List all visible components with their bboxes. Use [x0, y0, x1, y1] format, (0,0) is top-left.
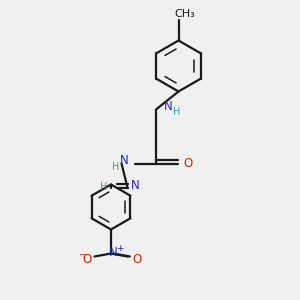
Text: H: H: [100, 182, 107, 192]
Text: +: +: [116, 244, 123, 253]
Text: −: −: [78, 250, 86, 259]
Text: N: N: [164, 100, 172, 113]
Text: H: H: [112, 161, 120, 172]
Text: N: N: [130, 178, 140, 192]
Text: O: O: [133, 253, 142, 266]
Text: N: N: [120, 154, 129, 167]
Text: O: O: [82, 253, 91, 266]
Text: CH₃: CH₃: [174, 9, 195, 19]
Text: O: O: [183, 157, 192, 170]
Text: N: N: [109, 245, 118, 259]
Text: H: H: [173, 107, 180, 117]
